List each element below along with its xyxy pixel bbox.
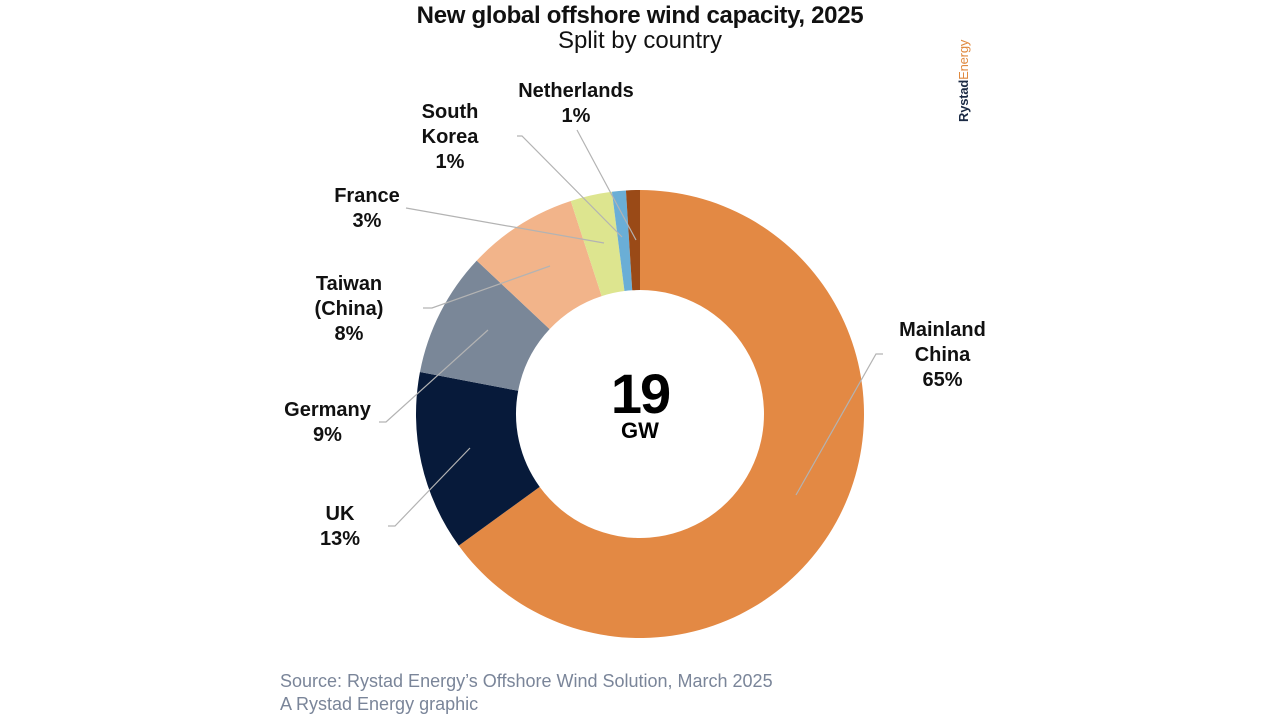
label-taiwan: Taiwan (China) 8%: [299, 272, 399, 347]
label-name-line: Mainland: [899, 319, 986, 341]
leader-line-netherlands: [576, 129, 637, 241]
label-name-line: Taiwan: [315, 273, 383, 295]
chart-subtitle: Split by country: [557, 27, 723, 54]
donut-slice-germany: [419, 260, 550, 391]
label-france: France 3%: [317, 184, 417, 234]
chart-title: New global offshore wind capacity, 2025: [416, 2, 864, 29]
label-percent: 13%: [319, 528, 361, 550]
donut-slice-france: [570, 191, 625, 297]
leader-line-south-korea: [517, 135, 623, 238]
label-name-line: Netherlands: [518, 80, 634, 102]
label-germany: Germany 9%: [270, 398, 385, 448]
label-percent: 8%: [334, 323, 364, 345]
label-percent: 1%: [561, 105, 591, 127]
label-name-line: South: [421, 101, 479, 123]
label-name-line: Korea: [421, 126, 479, 148]
label-percent: 1%: [435, 151, 465, 173]
donut-slice-mainland-china: [458, 190, 864, 638]
leader-line-germany: [379, 329, 489, 423]
leader-line-uk: [388, 447, 471, 527]
label-name-line: (China): [314, 298, 384, 320]
label-name-line: Germany: [284, 399, 371, 421]
donut-slice-netherlands: [625, 190, 640, 291]
label-name-line: UK: [325, 503, 355, 525]
donut-slice-uk: [416, 372, 540, 546]
label-netherlands: Netherlands 1%: [506, 79, 646, 129]
leader-line-mainland-china: [795, 353, 883, 496]
leader-line-taiwan: [423, 265, 551, 309]
center-total-value: 19: [610, 362, 671, 425]
label-percent: 9%: [313, 424, 342, 446]
label-mainland-china: Mainland China 65%: [875, 318, 1010, 393]
donut-slice-taiwan: [476, 200, 602, 330]
label-percent: 65%: [922, 369, 963, 391]
source-note: Source: Rystad Energy’s Offshore Wind So…: [280, 670, 773, 716]
center-total-unit: GW: [621, 418, 659, 443]
label-name-line: China: [914, 344, 971, 366]
donut-slice-south-korea: [611, 190, 633, 291]
source-text: Source: Rystad Energy’s Offshore Wind So…: [280, 671, 773, 691]
label-percent: 3%: [352, 210, 382, 232]
label-uk: UK 13%: [290, 502, 390, 552]
credit-text: A Rystad Energy graphic: [280, 694, 479, 714]
leader-line-france: [405, 207, 605, 244]
label-south-korea: South Korea 1%: [400, 100, 500, 175]
label-name-line: France: [334, 185, 400, 207]
